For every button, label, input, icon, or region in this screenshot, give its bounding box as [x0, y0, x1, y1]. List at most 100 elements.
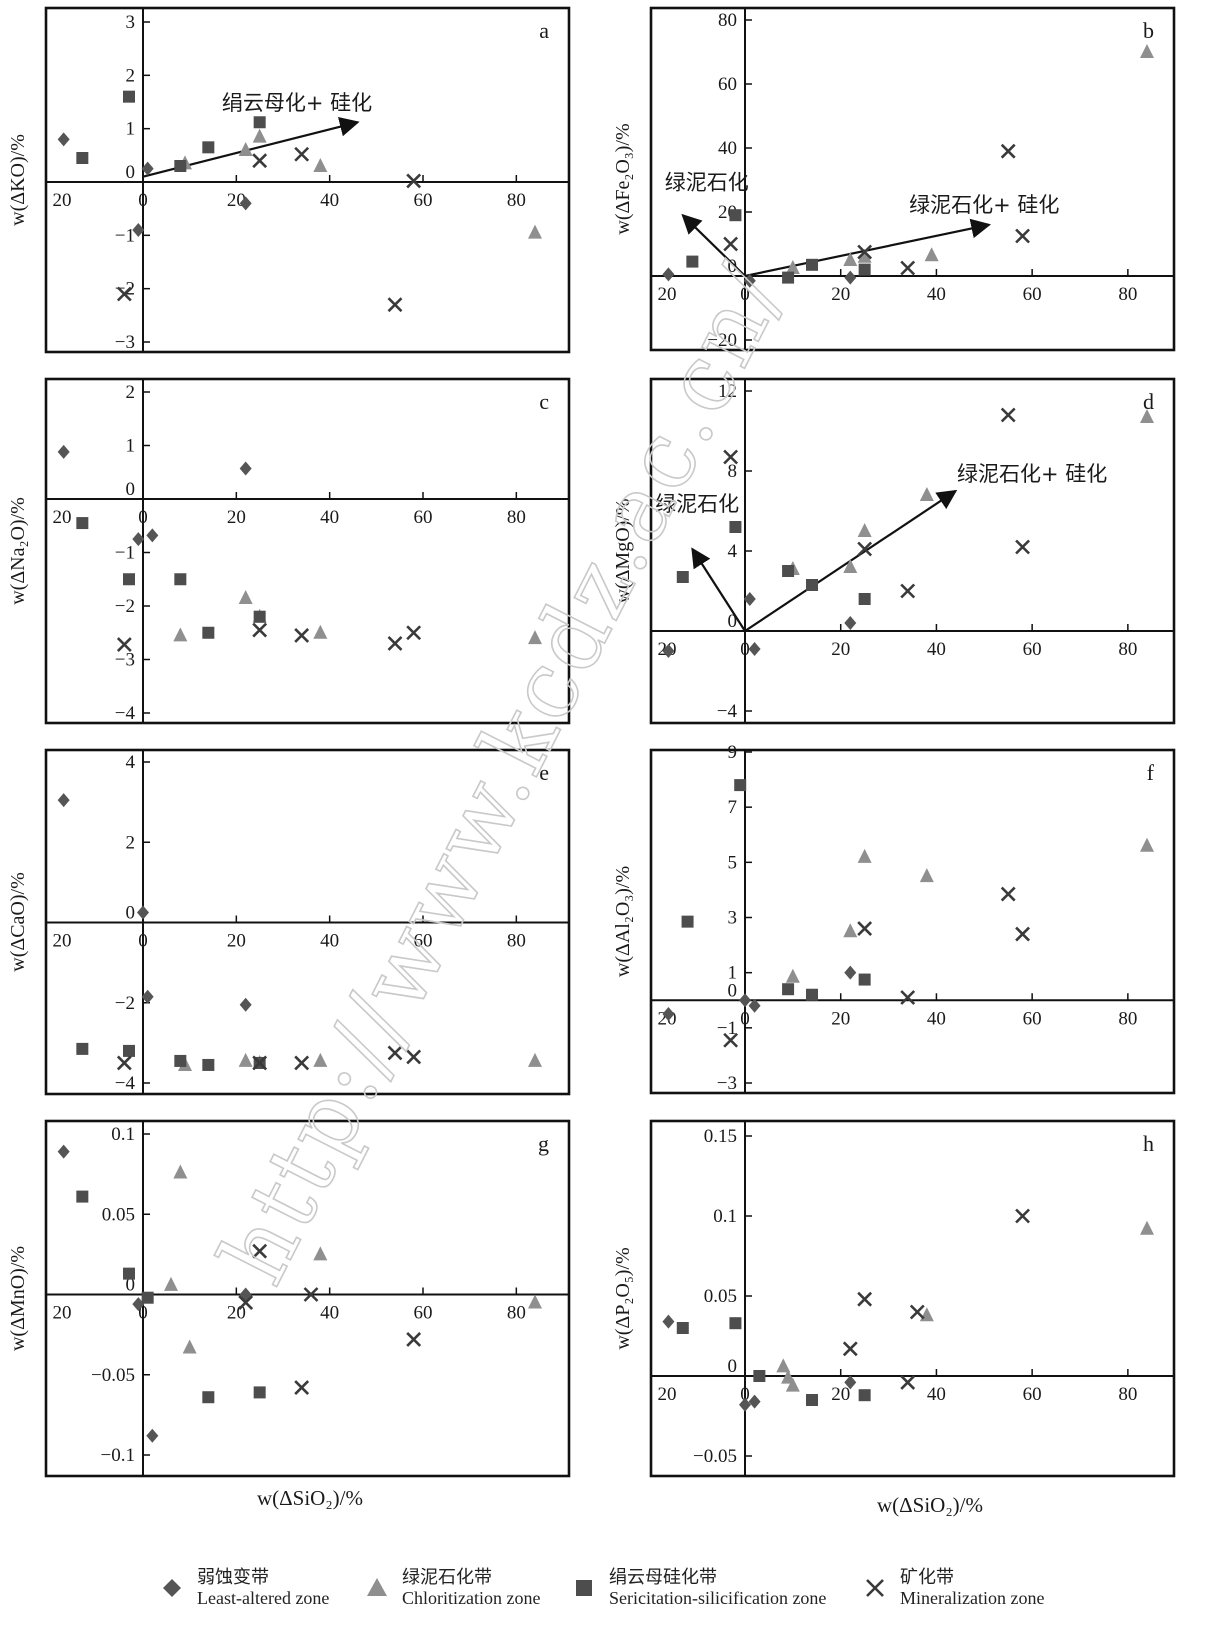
y-tick-label: −4 [115, 1073, 136, 1094]
x-tick-label: 80 [1118, 284, 1137, 305]
point-mineralization [900, 583, 916, 599]
cross-icon [866, 1579, 884, 1597]
point-mineralization [723, 1032, 739, 1048]
legend-label-en: Sericitation-silicification zone [609, 1588, 827, 1608]
point-least-altered [844, 1375, 857, 1390]
y-tick-label: 3 [728, 908, 738, 929]
y-tick-label: −4 [115, 703, 136, 724]
point-sericitation-silicification [729, 209, 742, 222]
point-chloritization [173, 627, 188, 642]
point-chloritization [313, 1052, 328, 1067]
point-least-altered [57, 444, 70, 459]
y-axis-title: w(ΔAl₂O₃)/% [612, 866, 634, 977]
point-chloritization [919, 487, 934, 501]
x-tick-label: 60 [1023, 1384, 1042, 1405]
point-mineralization [252, 153, 268, 169]
x-tick-label: 40 [320, 507, 339, 528]
panel-frame [649, 6, 1176, 352]
point-mineralization [900, 260, 916, 276]
x-tick-label: 60 [414, 1303, 433, 1324]
point-chloritization [843, 252, 858, 266]
y-tick-label: 0 [126, 903, 136, 924]
point-mineralization [116, 637, 132, 652]
point-least-altered [239, 997, 252, 1012]
x-tick-label: 0 [740, 639, 750, 660]
point-least-altered [239, 196, 252, 211]
trend-annotation: 绿泥石化+ 硅化 [957, 462, 1107, 486]
point-sericitation-silicification [76, 1042, 89, 1055]
point-mineralization [857, 244, 873, 260]
square-icon [576, 1580, 592, 1596]
point-sericitation-silicification [253, 116, 266, 129]
point-sericitation-silicification [202, 1058, 215, 1071]
point-sericitation-silicification [858, 593, 871, 605]
x-tick-label: 20 [53, 1303, 72, 1324]
point-least-altered [739, 1397, 751, 1412]
point-least-altered [743, 273, 756, 288]
point-mineralization [900, 990, 916, 1005]
point-chloritization [164, 1276, 178, 1291]
point-chloritization [1140, 44, 1154, 58]
y-tick-label: −2 [115, 279, 135, 300]
point-mineralization [1015, 1208, 1030, 1224]
point-sericitation-silicification [806, 988, 818, 1001]
point-mineralization [294, 1055, 310, 1071]
x-tick-label: 20 [53, 931, 72, 952]
point-least-altered [141, 989, 154, 1004]
point-chloritization [919, 868, 934, 883]
point-mineralization [406, 1049, 422, 1065]
y-tick-label: 7 [728, 797, 738, 818]
x-tick-label: 20 [53, 190, 72, 211]
point-sericitation-silicification [806, 579, 818, 591]
x-tick-label: 80 [507, 190, 526, 211]
x-tick-label: 20 [658, 284, 677, 305]
y-tick-label: −1 [717, 1018, 737, 1039]
point-least-altered [748, 998, 761, 1013]
point-chloritization [528, 630, 542, 645]
point-chloritization [1140, 837, 1154, 852]
y-tick-label: 8 [728, 461, 738, 482]
y-tick-label: 0 [126, 162, 136, 183]
point-least-altered [146, 1428, 159, 1443]
diamond-icon [163, 1579, 181, 1597]
point-chloritization [857, 848, 872, 863]
panel-f: 20020406080975310−1−3fw(ΔAl₂O₃)/% [612, 742, 1176, 1095]
legend-label-zh: 绿泥石化带 [402, 1567, 492, 1588]
point-least-altered [662, 644, 675, 658]
point-sericitation-silicification [782, 565, 795, 577]
panel-frame [44, 377, 571, 725]
x-tick-label: 0 [138, 507, 148, 528]
legend-label-zh: 矿化带 [900, 1567, 954, 1588]
y-axis-title: w(ΔNa₂O)/% [7, 497, 29, 605]
point-sericitation-silicification [806, 1394, 818, 1406]
y-tick-label: 9 [728, 742, 738, 763]
point-chloritization [238, 1052, 253, 1067]
y-axis-title: w(ΔP₂O₅)/% [612, 1247, 634, 1349]
y-axis-title: w(ΔCaO)/% [7, 872, 29, 972]
point-least-altered [146, 528, 159, 543]
point-chloritization [313, 1246, 328, 1261]
panel-frame [649, 377, 1176, 725]
y-tick-label: −2 [115, 993, 135, 1014]
point-least-altered [844, 270, 857, 285]
trend-arrow [681, 213, 746, 277]
point-sericitation-silicification [676, 571, 689, 583]
point-least-altered [137, 905, 149, 920]
point-least-altered [239, 461, 252, 476]
panel-letter: h [1143, 1131, 1154, 1156]
point-mineralization [909, 1304, 925, 1320]
x-axis-title-left: w(ΔSiO₂)/% [257, 1486, 363, 1510]
x-tick-label: 20 [831, 639, 850, 660]
panel-letter: c [539, 389, 549, 414]
trend-annotation: 绿泥石化 [655, 492, 739, 516]
point-mineralization [303, 1287, 319, 1302]
y-tick-label: 5 [728, 852, 738, 873]
x-tick-label: 40 [320, 190, 339, 211]
x-tick-label: 20 [831, 1008, 850, 1029]
point-sericitation-silicification [858, 973, 871, 986]
point-sericitation-silicification [123, 573, 135, 586]
x-tick-label: 60 [1023, 639, 1042, 660]
